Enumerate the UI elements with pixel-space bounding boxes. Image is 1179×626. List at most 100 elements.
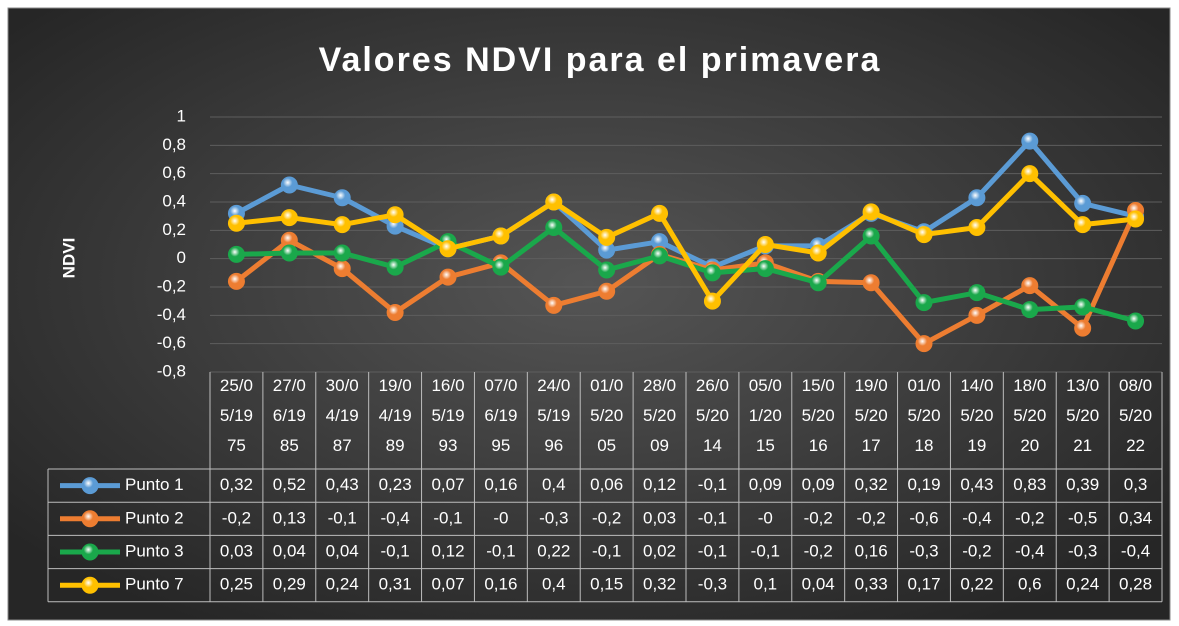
- x-tick-label: 27/0 6/19 85: [273, 376, 306, 455]
- table-value: 0,09: [802, 475, 835, 494]
- table-value: 0,24: [326, 575, 359, 594]
- series-marker: [651, 204, 669, 222]
- series-marker: [386, 258, 404, 276]
- table-value: -0,1: [698, 508, 727, 527]
- series-marker: [439, 268, 457, 286]
- series-marker: [280, 209, 298, 227]
- series-marker: [227, 214, 245, 232]
- series-marker: [333, 189, 351, 207]
- series-marker: [756, 236, 774, 253]
- series-marker: [598, 282, 616, 300]
- series-marker: [598, 228, 616, 246]
- table-value: 0,32: [220, 475, 253, 494]
- table-value: -0,3: [539, 508, 568, 527]
- series-marker: [809, 274, 827, 292]
- table-value: 0,52: [273, 475, 306, 494]
- series-marker: [1021, 132, 1039, 150]
- table-value: 0,15: [590, 575, 623, 594]
- series-marker: [492, 227, 510, 245]
- table-value: 0,1: [754, 575, 778, 594]
- table-value: -0,4: [380, 508, 409, 527]
- x-tick-label: 14/0 5/20 19: [960, 376, 993, 455]
- table-value: -0,4: [1121, 541, 1150, 560]
- series-line: [236, 225, 1137, 324]
- x-tick-label: 07/0 6/19 95: [484, 376, 517, 455]
- y-tick-label: -0,2: [157, 276, 186, 295]
- series-marker: [651, 247, 669, 265]
- x-tick-label: 30/0 4/19 87: [326, 376, 359, 455]
- table-value: 0,29: [273, 575, 306, 594]
- series-marker: [968, 306, 986, 324]
- table-value: -0,6: [909, 508, 938, 527]
- table-value: 0,07: [431, 575, 464, 594]
- table-value: -0,1: [380, 541, 409, 560]
- table-value: 0,39: [1066, 475, 1099, 494]
- series-marker: [333, 244, 351, 262]
- legend-marker: [81, 576, 99, 594]
- series-marker: [386, 304, 404, 321]
- table-value: -0,5: [1068, 508, 1097, 527]
- legend-marker: [81, 543, 99, 561]
- series-marker: [1074, 194, 1092, 212]
- series-marker: [1021, 277, 1039, 295]
- series-marker: [598, 261, 616, 279]
- series-marker: [703, 264, 721, 282]
- table-value: 0,3: [1124, 475, 1148, 494]
- table-value: 0,06: [590, 475, 623, 494]
- table-value: 0,03: [220, 541, 253, 560]
- table-value: 0,13: [273, 508, 306, 527]
- table-value: -0,1: [433, 508, 462, 527]
- series-marker: [1021, 165, 1039, 183]
- table-value: 0,24: [1066, 575, 1099, 594]
- series-marker: [809, 244, 827, 262]
- x-tick-label: 05/0 1/20 15: [749, 376, 782, 455]
- table-value: -0,2: [1015, 508, 1044, 527]
- table-value: 0,22: [960, 575, 993, 594]
- series-marker: [968, 219, 986, 236]
- table-value: 0,43: [326, 475, 359, 494]
- x-tick-label: 08/0 5/20 22: [1119, 376, 1152, 455]
- series-marker: [862, 227, 880, 245]
- series-marker: [280, 244, 298, 262]
- x-tick-label: 28/0 5/20 09: [643, 376, 676, 455]
- series-marker: [545, 193, 563, 211]
- y-tick-label: -0,6: [157, 333, 186, 352]
- table-value: 0,12: [431, 541, 464, 560]
- x-tick-label: 19/0 5/20 17: [855, 376, 888, 455]
- y-tick-label: -0,4: [157, 305, 186, 324]
- series-marker: [968, 284, 986, 302]
- series-marker: [1127, 312, 1145, 330]
- x-tick-label: 15/0 5/20 16: [802, 376, 835, 455]
- series-marker: [703, 292, 721, 310]
- table-value: -0,2: [592, 508, 621, 527]
- legend-label: Punto 2: [125, 508, 184, 527]
- table-value: -0,2: [804, 541, 833, 560]
- table-value: 0,16: [855, 541, 888, 560]
- series-marker: [862, 274, 880, 292]
- table-value: 0,22: [537, 541, 570, 560]
- legend-label: Punto 3: [125, 541, 184, 560]
- table-value: -0,1: [328, 508, 357, 527]
- series-marker: [545, 219, 563, 236]
- legend-marker: [81, 477, 99, 495]
- table-value: -0: [493, 508, 508, 527]
- series-marker: [333, 260, 351, 278]
- table-value: 0,07: [431, 475, 464, 494]
- x-tick-label: 01/0 5/20 18: [907, 376, 940, 455]
- table-value: -0,1: [698, 541, 727, 560]
- x-tick-label: 18/0 5/20 20: [1013, 376, 1046, 455]
- table-value: -0,2: [222, 508, 251, 527]
- series-marker: [915, 226, 933, 244]
- x-tick-label: 16/0 5/19 93: [431, 376, 464, 455]
- x-tick-label: 13/0 5/20 21: [1066, 376, 1099, 455]
- table-value: -0,2: [804, 508, 833, 527]
- legend-marker: [81, 510, 99, 528]
- series-marker: [968, 189, 986, 207]
- legend-label: Punto 1: [125, 475, 184, 494]
- x-tick-label: 01/0 5/20 05: [590, 376, 623, 455]
- table-value: 0,16: [484, 475, 517, 494]
- table-value: 0,43: [960, 475, 993, 494]
- y-tick-label: 0,4: [162, 191, 186, 210]
- table-value: 0,25: [220, 575, 253, 594]
- table-value: 0,28: [1119, 575, 1152, 594]
